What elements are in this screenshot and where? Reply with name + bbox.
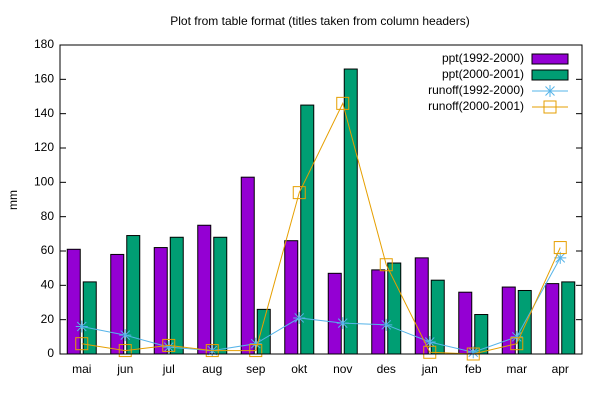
y-tick-label: 120 (34, 140, 54, 154)
x-tick-label: feb (465, 362, 482, 376)
x-tick-label: apr (552, 362, 569, 376)
marker (510, 337, 524, 351)
marker (423, 335, 436, 348)
legend-label: runoff(2000-2001) (428, 99, 524, 113)
y-tick-label: 0 (47, 346, 54, 360)
y-tick-label: 20 (41, 312, 55, 326)
legend-marker (544, 85, 556, 97)
x-tick-label: jun (116, 362, 133, 376)
bar (327, 272, 342, 355)
y-tick-label: 40 (41, 278, 55, 292)
bar (197, 224, 212, 355)
marker (249, 344, 263, 358)
marker (119, 329, 132, 342)
bar (169, 236, 184, 355)
y-tick-label: 80 (41, 209, 55, 223)
line (81, 257, 561, 353)
y-axis-label: mm (6, 190, 20, 210)
bar (387, 262, 402, 355)
x-tick-label: mai (72, 362, 91, 376)
y-tick-label: 180 (34, 37, 54, 51)
bar (240, 176, 255, 355)
bar (82, 281, 97, 355)
marker (75, 337, 89, 351)
bar (458, 291, 473, 355)
x-tick-label: nov (333, 362, 352, 376)
marker (162, 338, 176, 352)
marker (205, 344, 219, 358)
bar (343, 68, 358, 355)
x-tick-label: jan (421, 362, 438, 376)
bar (501, 286, 516, 355)
bar (561, 281, 576, 355)
y-tick-label: 100 (34, 175, 54, 189)
marker (467, 346, 480, 359)
marker (292, 186, 306, 200)
legend-swatch (531, 69, 569, 81)
bar (153, 247, 168, 355)
x-tick-label: okt (291, 362, 308, 376)
y-tick-label: 60 (41, 243, 55, 257)
marker (162, 341, 175, 354)
chart-title: Plot from table format (titles taken fro… (170, 14, 469, 28)
legend-label: ppt(1992-2000) (442, 51, 524, 65)
x-tick-label: mar (506, 362, 527, 376)
marker (423, 345, 437, 359)
marker (293, 311, 306, 324)
legend-label: runoff(1992-2000) (428, 83, 524, 97)
bar (213, 236, 228, 355)
marker (554, 251, 567, 264)
bar (371, 269, 386, 355)
x-tick-label: des (377, 362, 396, 376)
marker (336, 96, 350, 110)
bar (414, 257, 429, 355)
bar (300, 104, 315, 355)
marker (379, 258, 393, 272)
marker (510, 330, 523, 343)
y-tick-label: 140 (34, 106, 54, 120)
legend-label: ppt(2000-2001) (442, 67, 524, 81)
bar (284, 240, 299, 355)
line (81, 101, 561, 355)
plot-border (59, 44, 583, 355)
x-tick-label: aug (202, 362, 222, 376)
marker (380, 318, 393, 331)
bar (66, 248, 81, 355)
y-tick-label: 160 (34, 72, 54, 86)
marker (249, 337, 262, 350)
marker (75, 320, 88, 333)
marker (118, 344, 132, 358)
marker (336, 317, 349, 330)
bar (545, 283, 560, 355)
x-tick-label: sep (246, 362, 266, 376)
legend-marker (543, 100, 557, 114)
legend-swatch (531, 53, 569, 65)
x-tick-label: jul (162, 362, 175, 376)
marker (553, 241, 567, 255)
